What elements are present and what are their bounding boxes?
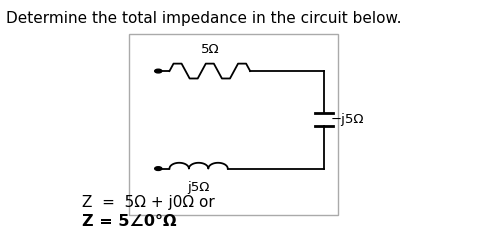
Text: Determine the total impedance in the circuit below.: Determine the total impedance in the cir… [6, 11, 401, 26]
Text: Z = 5∠0°Ω: Z = 5∠0°Ω [82, 214, 177, 229]
Text: Z  =  5Ω + j0Ω or: Z = 5Ω + j0Ω or [82, 195, 215, 210]
Circle shape [155, 69, 162, 73]
Bar [129, 34, 338, 215]
Circle shape [155, 167, 162, 170]
Text: −j5Ω: −j5Ω [331, 113, 365, 126]
Text: 5Ω: 5Ω [201, 43, 219, 56]
Text: j5Ω: j5Ω [187, 181, 210, 194]
